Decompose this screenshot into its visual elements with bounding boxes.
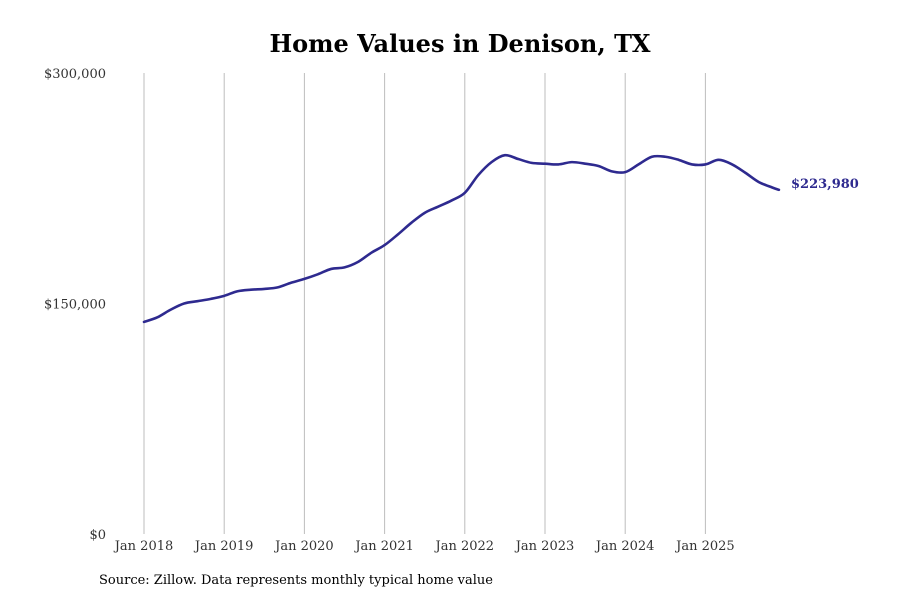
x-tick-label: Jan 2020	[273, 539, 334, 554]
y-tick-label: $300,000	[44, 67, 106, 82]
x-tick-label: Jan 2021	[353, 539, 414, 554]
x-tick-label: Jan 2019	[193, 539, 254, 554]
chart-title: Home Values in Denison, TX	[269, 29, 650, 58]
y-tick-label: $0	[89, 528, 106, 543]
source-note: Source: Zillow. Data represents monthly …	[99, 573, 493, 588]
x-tick-label: Jan 2025	[674, 539, 735, 554]
gridlines	[143, 73, 706, 534]
series-line-0	[142, 153, 781, 324]
x-tick-label: Jan 2024	[594, 539, 655, 554]
end-value-label: $223,980	[791, 177, 859, 192]
y-tick-label: $150,000	[44, 298, 106, 313]
x-axis: Jan 2018 Jan 2019 Jan 2020 Jan 2021 Jan 2022…	[113, 539, 735, 554]
y-axis: $0 $150,000 $300,000	[44, 67, 106, 543]
x-tick-label: Jan 2022	[434, 539, 495, 554]
series-group	[142, 153, 781, 324]
x-tick-label: Jan 2023	[514, 539, 575, 554]
x-tick-label: Jan 2018	[113, 539, 174, 554]
